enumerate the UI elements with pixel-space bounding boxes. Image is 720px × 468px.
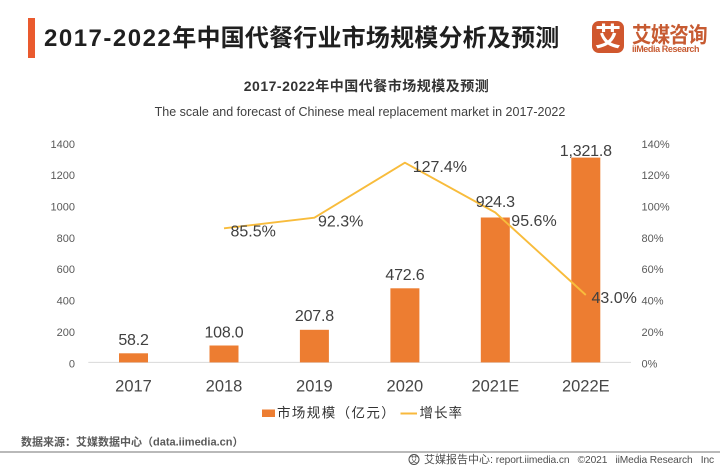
svg-text:市场规模（亿元）: 市场规模（亿元）	[277, 402, 396, 422]
svg-text:207.8: 207.8	[295, 302, 334, 326]
svg-text:92.3%: 92.3%	[318, 208, 363, 232]
svg-text:100%: 100%	[642, 199, 670, 215]
svg-text:85.5%: 85.5%	[231, 218, 276, 242]
svg-text:2021E: 2021E	[471, 372, 519, 396]
svg-text:0: 0	[69, 355, 75, 371]
svg-text:20%: 20%	[642, 324, 664, 340]
svg-text:58.2: 58.2	[118, 326, 149, 350]
svg-text:艾媒报告中心: report.iimedia.cn ©: 艾媒报告中心: report.iimedia.cn ©2021 iiMedia …	[424, 451, 714, 467]
svg-text:2020: 2020	[387, 372, 424, 396]
svg-text:1,321.8: 1,321.8	[560, 137, 612, 161]
svg-text:1200: 1200	[51, 167, 75, 183]
svg-text:2022E: 2022E	[562, 372, 610, 396]
svg-text:80%: 80%	[642, 230, 664, 246]
svg-text:140%: 140%	[642, 136, 670, 152]
svg-text:108.0: 108.0	[204, 319, 243, 343]
svg-text:43.0%: 43.0%	[592, 284, 637, 308]
svg-text:艾: 艾	[410, 455, 418, 466]
svg-text:924.3: 924.3	[476, 188, 515, 212]
svg-text:60%: 60%	[642, 261, 664, 277]
svg-text:472.6: 472.6	[385, 261, 424, 285]
svg-text:1400: 1400	[51, 136, 75, 152]
svg-text:增长率: 增长率	[420, 402, 464, 422]
svg-text:800: 800	[57, 230, 75, 246]
svg-text:0%: 0%	[642, 355, 658, 371]
svg-text:120%: 120%	[642, 167, 670, 183]
svg-text:2019: 2019	[296, 372, 333, 396]
svg-text:127.4%: 127.4%	[413, 153, 467, 177]
svg-text:1000: 1000	[51, 199, 75, 215]
svg-text:40%: 40%	[642, 293, 664, 309]
svg-text:600: 600	[57, 261, 75, 277]
svg-text:95.6%: 95.6%	[511, 207, 556, 231]
svg-text:数据来源：艾媒数据中心（data.iimedia.cn）: 数据来源：艾媒数据中心（data.iimedia.cn）	[21, 434, 243, 450]
svg-text:400: 400	[57, 293, 75, 309]
svg-text:2018: 2018	[206, 372, 243, 396]
svg-text:200: 200	[57, 324, 75, 340]
svg-text:2017: 2017	[115, 372, 152, 396]
